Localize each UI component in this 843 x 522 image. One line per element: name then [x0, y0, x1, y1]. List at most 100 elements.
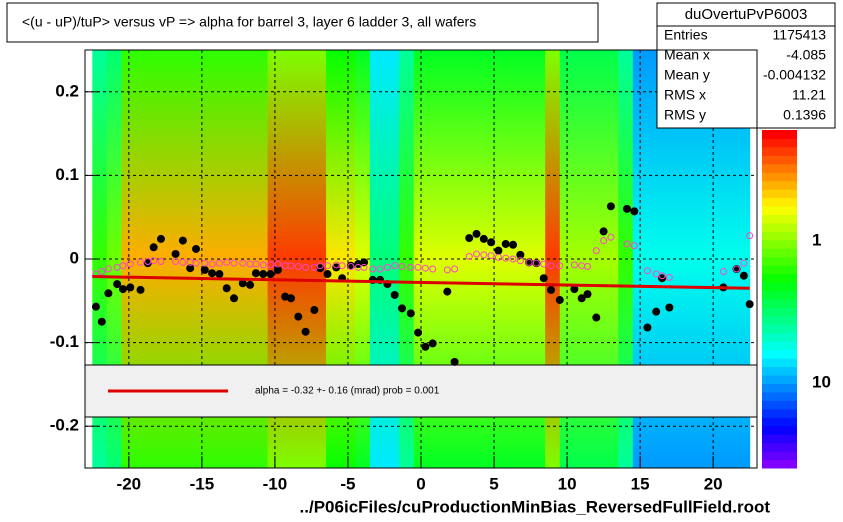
profile-point [104, 289, 113, 298]
profile-point [465, 234, 474, 243]
heatmap-column [603, 50, 619, 468]
open-marker [208, 260, 216, 268]
open-marker [746, 232, 754, 240]
colorbar-cell [762, 222, 797, 232]
colorbar-cell [762, 366, 797, 376]
stats-value: 1175413 [773, 27, 827, 43]
open-marker [443, 266, 451, 274]
open-marker [287, 262, 295, 270]
open-marker [239, 259, 247, 267]
open-marker [252, 260, 260, 268]
open-marker [494, 253, 502, 261]
open-marker [630, 242, 638, 250]
profile-point [118, 285, 127, 294]
colorbar-cell [762, 391, 797, 401]
profile-point [136, 285, 145, 294]
heatmap-column [267, 50, 283, 468]
profile-point [301, 327, 310, 336]
open-marker [532, 259, 540, 267]
stats-value: 11.21 [792, 87, 826, 103]
open-marker [383, 263, 391, 271]
profile-point [665, 303, 674, 312]
profile-point [246, 280, 255, 289]
profile-point [547, 285, 556, 294]
y-tick-label: 0 [70, 248, 79, 267]
colorbar-cell [762, 239, 797, 249]
profile-point [91, 302, 100, 311]
y-tick-label: -0.1 [50, 332, 79, 351]
heatmap-column [136, 50, 152, 468]
plot-area [85, 50, 757, 468]
open-marker [547, 262, 555, 270]
x-tick-label: -5 [340, 474, 355, 493]
profile-point [156, 234, 165, 243]
profile-point [599, 227, 608, 236]
profile-point [479, 234, 488, 243]
heatmap-column [530, 50, 546, 468]
open-marker [294, 263, 302, 271]
open-marker [398, 263, 406, 271]
heatmap-column [399, 50, 415, 468]
profile-point [577, 294, 586, 303]
colorbar-cell [762, 408, 797, 418]
open-marker [421, 264, 429, 272]
open-marker [376, 265, 384, 273]
open-marker [600, 237, 608, 245]
heatmap-column [296, 50, 312, 468]
profile-point [406, 309, 415, 318]
open-marker [607, 233, 615, 241]
x-tick-label: 20 [704, 474, 723, 493]
heatmap-column [632, 50, 648, 468]
stats-value: -4.085 [786, 47, 826, 63]
profile-point [294, 312, 303, 321]
stats-label: Mean y [664, 67, 710, 83]
open-marker [215, 259, 223, 267]
open-marker [259, 261, 267, 269]
open-marker [733, 265, 741, 273]
open-marker [230, 259, 238, 267]
heatmap-column [705, 50, 721, 468]
profile-point [745, 300, 754, 309]
x-tick-label: 10 [558, 474, 577, 493]
x-tick-label: 5 [489, 474, 498, 493]
colorbar-cell [762, 290, 797, 300]
profile-point [509, 240, 518, 249]
colorbar-cell [762, 146, 797, 156]
profile-point [583, 290, 592, 299]
heatmap-column [369, 50, 385, 468]
open-marker [316, 262, 324, 270]
profile-point [323, 270, 332, 279]
colorbar-cell [762, 256, 797, 266]
stats-label: RMS x [664, 87, 706, 103]
colorbar-cell [762, 358, 797, 368]
open-marker [391, 262, 399, 270]
colorbar-cell [762, 307, 797, 317]
colorbar-label: 10 [812, 372, 831, 391]
open-marker [584, 263, 592, 271]
x-tick-label: -10 [263, 474, 288, 493]
x-tick-label: -15 [190, 474, 215, 493]
colorbar-cell [762, 214, 797, 224]
open-marker [451, 265, 459, 273]
colorbar-cell [762, 282, 797, 292]
open-marker [98, 268, 106, 276]
heatmap-column [647, 50, 663, 468]
heatmap-column [209, 50, 225, 468]
heatmap-column [238, 50, 254, 468]
x-axis-label: ../P06icFiles/cuProductionMinBias_Revers… [300, 497, 771, 516]
colorbar-cell [762, 400, 797, 410]
open-marker [302, 263, 310, 271]
profile-point [739, 271, 748, 280]
stats-value: 0.1396 [783, 107, 826, 123]
open-marker [465, 252, 473, 260]
profile-point [222, 284, 231, 293]
open-marker [502, 254, 510, 262]
open-marker [516, 257, 524, 265]
open-marker [324, 262, 332, 270]
open-marker [658, 272, 666, 280]
profile-point [149, 243, 158, 252]
open-marker [414, 263, 422, 271]
profile-point [622, 204, 631, 213]
profile-point [592, 313, 601, 322]
